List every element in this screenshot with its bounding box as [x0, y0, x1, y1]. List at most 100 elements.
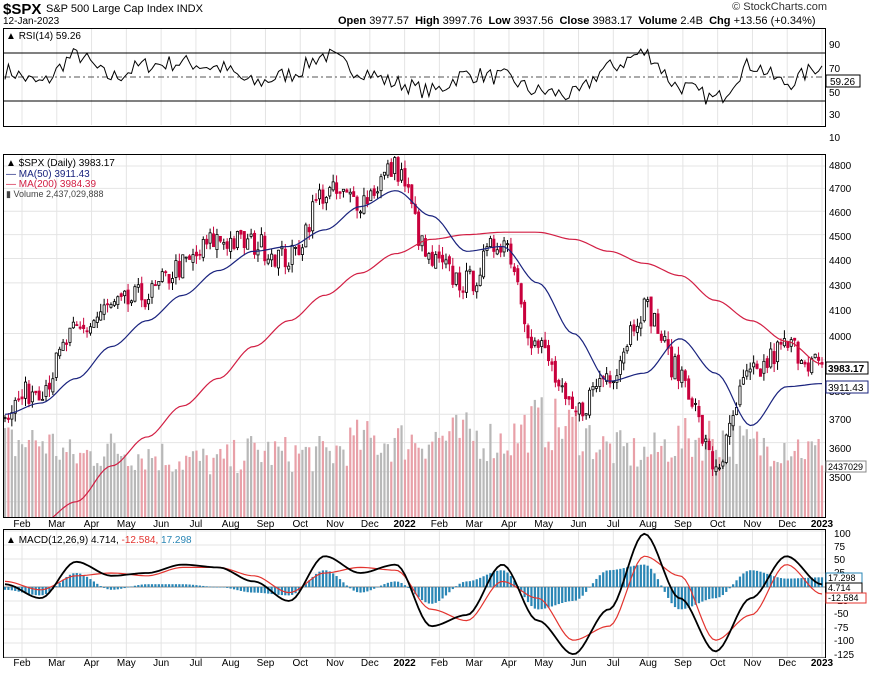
volume-bar [27, 439, 31, 517]
price-tick: 3600 [829, 444, 852, 455]
macd-histogram-bar [304, 583, 307, 587]
volume-bar [7, 427, 10, 517]
macd-histogram-bar [626, 567, 629, 587]
candle-body [642, 298, 646, 322]
candle-body [68, 327, 72, 343]
chg-value: +13.56 (+0.34%) [733, 15, 816, 27]
candle-body [201, 239, 205, 258]
volume-bar [72, 454, 75, 517]
macd-histogram-bar [820, 577, 824, 587]
candle-body [78, 326, 82, 329]
candle-body [741, 377, 745, 385]
candle-body [540, 340, 544, 347]
macd-histogram-bar [318, 571, 321, 587]
volume-bar [482, 448, 485, 517]
open-value: 3977.57 [369, 15, 409, 27]
candle-body [772, 351, 776, 365]
candle-body [813, 353, 817, 359]
volume-bar [123, 454, 126, 517]
candle-body [37, 390, 41, 401]
macd-histogram-bar [615, 569, 619, 587]
candle-body [160, 271, 164, 282]
macd-histogram-bar [598, 575, 601, 587]
volume-bar [181, 469, 184, 517]
candle-body [451, 265, 455, 285]
x-axis-label: Sep [257, 519, 275, 530]
candle-body [464, 270, 468, 293]
volume-bar [376, 454, 379, 517]
candle-body [632, 324, 636, 332]
volume-bar [755, 431, 759, 517]
candle-body [588, 389, 592, 416]
x-axis-label: Jul [190, 658, 203, 669]
volume-bar [253, 442, 256, 517]
candle-body [547, 345, 551, 362]
macd-histogram-bar [755, 570, 759, 587]
macd-histogram-bar [150, 584, 154, 587]
x-axis-label: 2022 [393, 519, 416, 530]
candle-body [810, 358, 814, 374]
macd-histogram-bar [62, 579, 65, 587]
macd-histogram-bar [236, 587, 239, 591]
candle-body [410, 184, 414, 205]
x-axis-label: Oct [710, 519, 726, 530]
macd-histogram-bar [636, 565, 639, 587]
candle-body [629, 325, 633, 346]
macd-histogram-bar [137, 585, 140, 587]
macd-histogram-bar [332, 573, 335, 587]
price-tick: 4400 [829, 256, 852, 267]
volume-bar [109, 433, 113, 517]
ma50-line [4, 190, 823, 427]
macd-histogram-bar [390, 581, 393, 587]
candle-body [85, 330, 89, 333]
volume-bar [328, 450, 331, 517]
macd-tick: -75 [834, 623, 849, 634]
macd-histogram-bar [243, 587, 246, 592]
candle-body [198, 253, 202, 256]
candle-body [478, 274, 482, 286]
x-axis-label: Nov [744, 658, 762, 669]
volume-bar [277, 446, 280, 517]
candle-body [355, 196, 359, 211]
macd-histogram-bar [502, 570, 506, 587]
candle-body [458, 272, 462, 291]
candle-body [386, 163, 390, 176]
macd-histogram-bar [595, 578, 598, 587]
candle-body [523, 301, 527, 325]
candle-body [680, 369, 684, 384]
candle-body [297, 244, 301, 256]
macd-histogram-bar [38, 587, 41, 596]
candle-body [714, 466, 718, 472]
price-tick: 4300 [829, 281, 852, 292]
volume-bar [174, 469, 178, 517]
x-axis-label: Jul [607, 658, 620, 669]
candle-body [793, 337, 797, 341]
volume-bar [85, 449, 89, 517]
candle-body [690, 398, 694, 407]
volume-bar [403, 459, 407, 517]
macd-histogram-bar [147, 584, 150, 587]
macd-histogram-bar [386, 582, 389, 587]
volume-bar [38, 446, 41, 517]
macd-histogram-bar [103, 587, 106, 588]
candle-body [488, 238, 492, 248]
volume-bar [694, 439, 697, 517]
candle-body [253, 232, 257, 255]
volume-bar [256, 449, 260, 517]
x-axis-label: Jul [607, 519, 620, 530]
volume-bar [585, 428, 588, 517]
candle-body [482, 250, 486, 278]
candle-body [567, 396, 571, 400]
candle-body [341, 188, 345, 192]
candle-body [372, 188, 376, 196]
macd-histogram-bar [444, 587, 448, 596]
volume-bar [232, 439, 236, 517]
volume-bar [649, 454, 653, 517]
candle-body [232, 238, 236, 249]
candle-body [54, 352, 58, 378]
candle-body [34, 390, 38, 394]
price-legend: ▲ $SPX (Daily) 3983.17 — MA(50) 3911.43 … [6, 158, 115, 199]
macd-histogram-bar [557, 587, 560, 605]
volume-bar [540, 397, 543, 517]
macd-histogram-bar [79, 573, 82, 587]
